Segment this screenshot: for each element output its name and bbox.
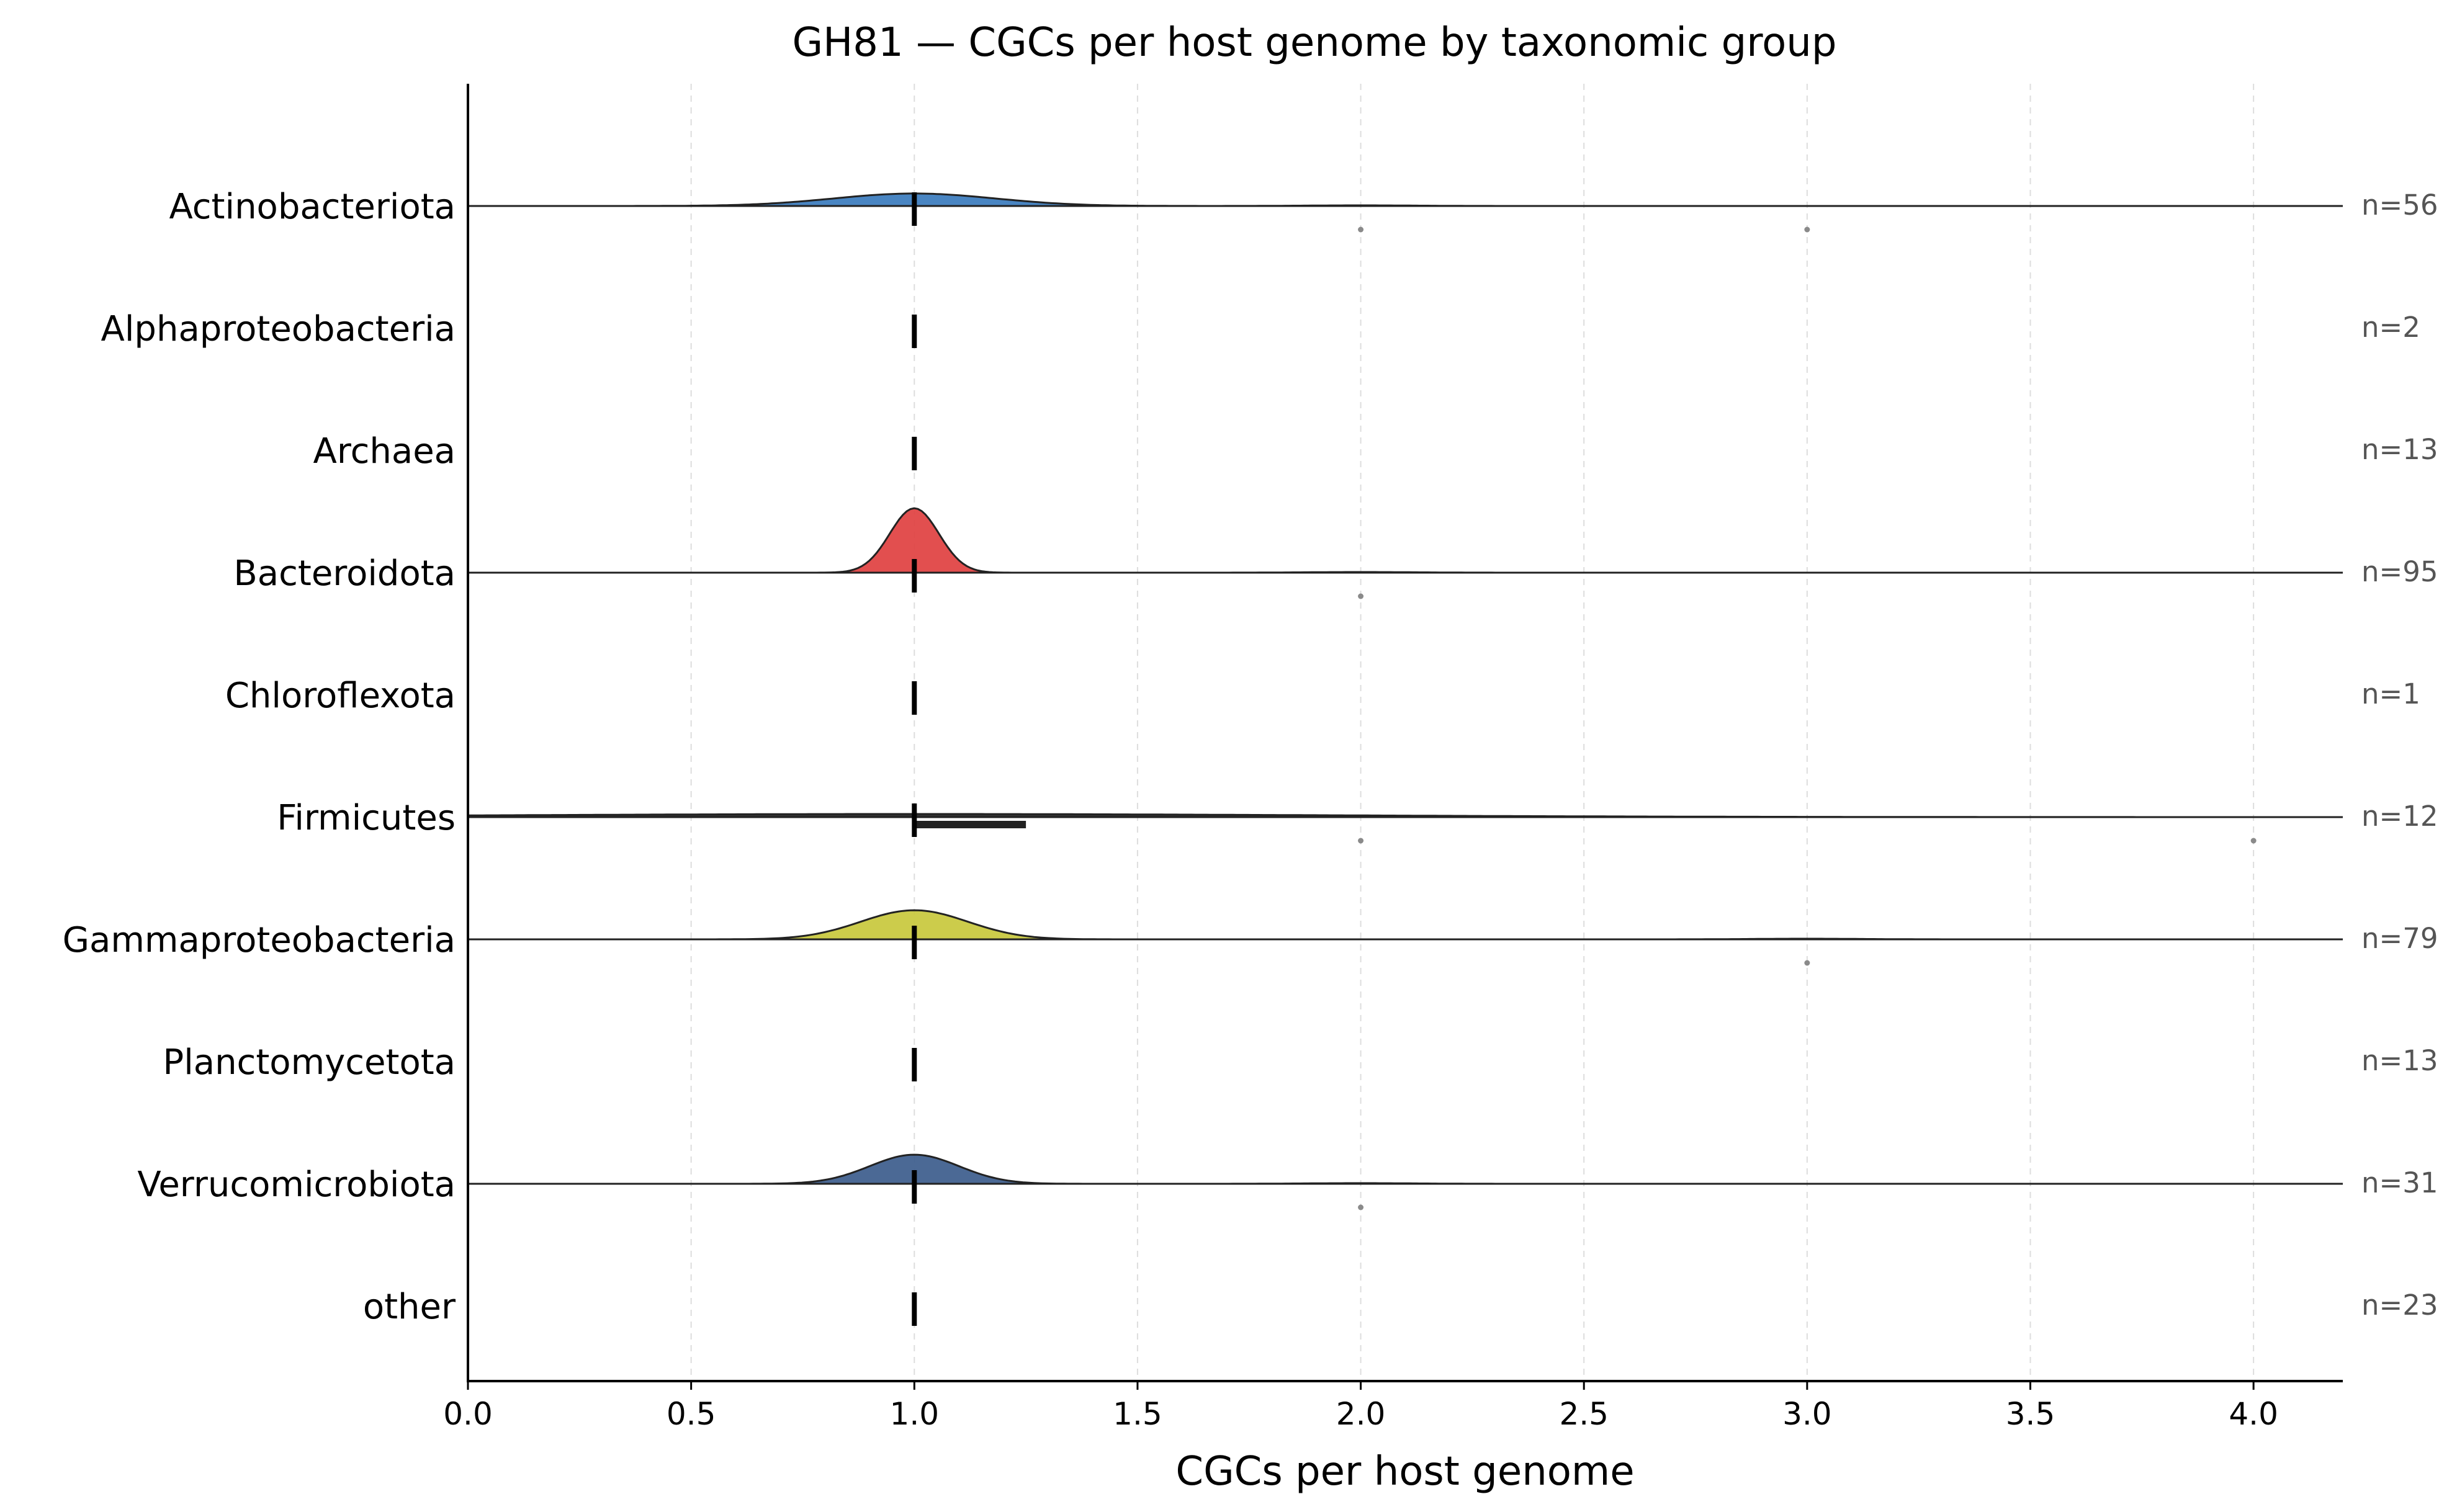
x-tick-label: 3.0 xyxy=(1782,1396,1832,1432)
outlier-point xyxy=(1358,1204,1364,1210)
grid-lines xyxy=(690,84,2255,1381)
x-tick-label: 0.5 xyxy=(667,1396,716,1432)
outlier-point xyxy=(2250,838,2257,844)
sample-size-label: n=12 xyxy=(2361,800,2438,833)
density-fill xyxy=(468,910,2343,939)
outlier-point xyxy=(1804,226,1810,233)
sample-size-label: n=13 xyxy=(2361,433,2438,466)
density-outline xyxy=(468,909,2343,941)
sample-size-label: n=79 xyxy=(2361,922,2438,955)
sample-size-label: n=56 xyxy=(2361,189,2438,221)
x-tick-label: 1.0 xyxy=(890,1396,940,1432)
outlier-point xyxy=(1804,960,1810,966)
x-tick-label: 4.0 xyxy=(2229,1396,2278,1432)
sample-size-label: n=31 xyxy=(2361,1166,2438,1199)
y-tick-label: Chloroflexota xyxy=(225,676,456,716)
outlier-point xyxy=(1358,593,1364,599)
sample-size-labels: n=56 n=2 n=13 n=95 n=1 n=12 n=79 n=13 n=31 n=23 xyxy=(2361,189,2438,1322)
y-tick-label: other xyxy=(363,1287,456,1327)
outlier-point xyxy=(1358,226,1364,233)
axes xyxy=(467,84,2343,1382)
outlier-point xyxy=(1358,838,1364,844)
density-outline xyxy=(468,1153,2343,1185)
y-tick-label: Bacteroidota xyxy=(233,553,456,594)
y-tick-label: Archaea xyxy=(313,431,456,472)
x-ticks: 0.0 0.5 1.0 1.5 2.0 2.5 3.0 3.5 4.0 xyxy=(443,1381,2278,1432)
y-tick-label: Gammaproteobacteria xyxy=(63,920,456,960)
ridge-firmicutes xyxy=(468,803,2343,844)
sample-size-label: n=13 xyxy=(2361,1044,2438,1077)
x-tick-label: 2.5 xyxy=(1559,1396,1609,1432)
ridge-verrucomicrobiota xyxy=(468,1153,2343,1210)
sample-size-label: n=95 xyxy=(2361,555,2438,588)
density-fill xyxy=(468,1155,2343,1184)
y-tick-label: Actinobacteriota xyxy=(169,187,456,227)
y-tick-label: Planctomycetota xyxy=(163,1042,456,1083)
chart-title: GH81 — CGCs per host genome by taxonomic… xyxy=(793,20,1837,66)
x-tick-label: 2.0 xyxy=(1336,1396,1386,1432)
x-tick-label: 0.0 xyxy=(443,1396,493,1432)
ridges xyxy=(468,192,2343,1326)
density-fill xyxy=(468,508,2343,573)
y-tick-label: Verrucomicrobiota xyxy=(137,1165,456,1205)
density-outline xyxy=(468,192,2343,207)
iqr-bar xyxy=(914,821,1026,828)
sample-size-label: n=2 xyxy=(2361,311,2420,344)
ridge-actinobacteriota xyxy=(468,192,2343,233)
y-tick-label: Alphaproteobacteria xyxy=(101,309,456,349)
density-outline xyxy=(468,507,2343,574)
density-fill xyxy=(468,193,2343,206)
x-axis-label: CGCs per host genome xyxy=(1175,1449,1634,1495)
sample-size-label: n=1 xyxy=(2361,678,2420,710)
x-tick-label: 3.5 xyxy=(2006,1396,2055,1432)
x-tick-label: 1.5 xyxy=(1113,1396,1162,1432)
y-tick-label: Firmicutes xyxy=(277,798,456,838)
y-ticks: Actinobacteriota Alphaproteobacteria Archa… xyxy=(63,187,456,1327)
ridge-gammaproteobacteria xyxy=(468,909,2343,966)
ridge-bacteroidota xyxy=(468,507,2343,599)
sample-size-label: n=23 xyxy=(2361,1289,2438,1322)
